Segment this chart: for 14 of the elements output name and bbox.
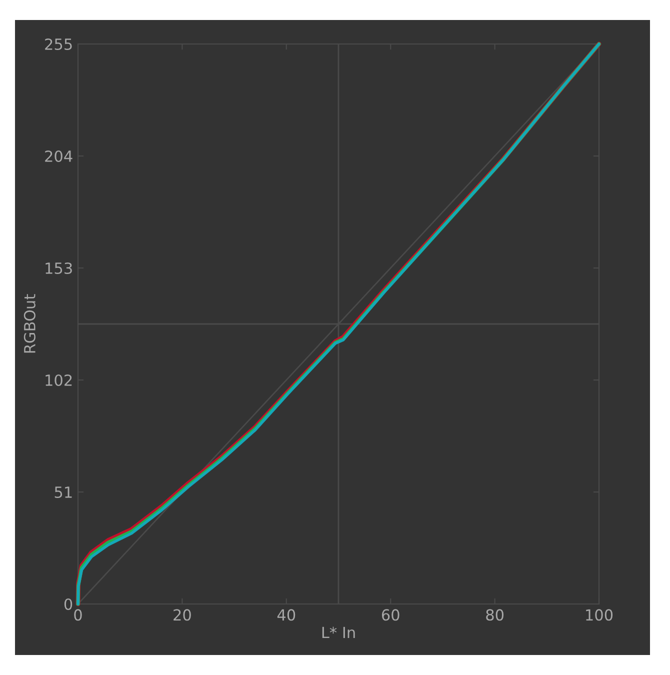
x-axis-title: L* In	[322, 626, 355, 638]
x-tick-label: 100	[586, 609, 613, 621]
x-tick-label: 40	[277, 609, 296, 621]
y-tick-label: 102	[46, 374, 72, 386]
y-tick-label: 255	[45, 38, 72, 50]
y-tick-label: 204	[45, 150, 72, 162]
y-tick-label: 51	[54, 486, 72, 498]
x-tick-label: 80	[486, 609, 504, 621]
y-axis-title: RGBOut	[24, 294, 36, 353]
y-tick-label: 153	[46, 262, 72, 274]
x-tick-label: 0	[74, 609, 82, 621]
x-tick-label: 20	[174, 609, 191, 621]
y-tick-label: 0	[64, 598, 72, 610]
x-tick-label: 60	[382, 609, 400, 621]
